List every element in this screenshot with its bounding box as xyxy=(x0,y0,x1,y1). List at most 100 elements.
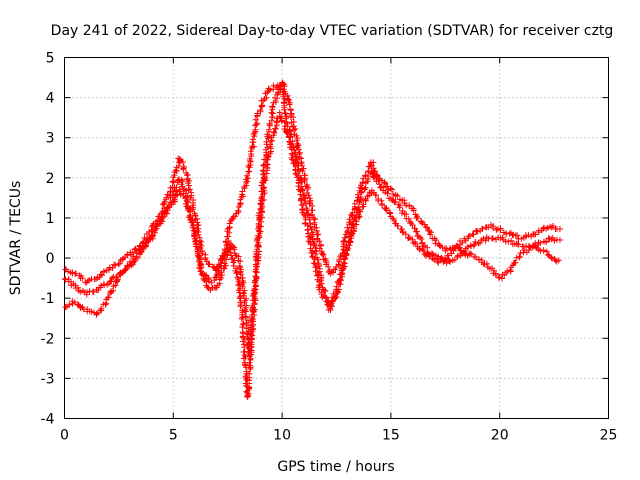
data-point-segment xyxy=(318,248,333,276)
axis-ticks: 0 5 10 15 20 25 -4 -3 -2 -1 0 1 2 3 4 5 xyxy=(41,51,618,444)
data-point-segment xyxy=(83,276,99,286)
data-point-segment xyxy=(235,183,248,214)
data-point-segment xyxy=(485,221,501,233)
data-points xyxy=(62,79,563,400)
data-point-segment xyxy=(443,256,458,267)
data-point-segment xyxy=(213,269,225,291)
data-point-segment xyxy=(300,192,316,236)
y-axis-label: SDTVAR / TECUs xyxy=(8,181,24,296)
data-point-segment xyxy=(517,243,534,257)
data-point-segment xyxy=(148,216,166,238)
data-point-segment xyxy=(301,172,316,214)
y-tick-label: -1 xyxy=(41,291,55,307)
data-point-segment xyxy=(62,275,77,289)
data-point-segment xyxy=(308,231,325,282)
data-point-segment xyxy=(176,156,190,176)
data-point-segment xyxy=(400,229,416,243)
data-point-segment xyxy=(507,253,523,275)
data-point-segment xyxy=(383,183,397,197)
data-point-segment xyxy=(269,81,285,110)
data-point-segment xyxy=(235,253,248,299)
x-axis-label: GPS time / hours xyxy=(277,459,394,475)
data-point-segment xyxy=(497,234,512,245)
data-point-segment xyxy=(384,190,397,204)
data-point-segment xyxy=(116,251,131,267)
data-point-segment xyxy=(308,249,325,296)
y-tick-label: 4 xyxy=(46,91,55,107)
data-point-segment xyxy=(105,261,122,273)
data-point-segment xyxy=(335,229,350,269)
data-point-segment xyxy=(93,281,111,293)
data-point-segment xyxy=(391,198,406,217)
data-point-segment xyxy=(294,174,306,216)
series-track-c xyxy=(62,109,562,400)
data-point-segment xyxy=(159,179,176,215)
data-point-segment xyxy=(485,234,502,243)
data-point-segment xyxy=(309,211,324,252)
data-point-segment xyxy=(226,209,242,231)
data-point-segment xyxy=(426,253,441,265)
data-point-segment xyxy=(158,199,175,222)
data-point-segment xyxy=(176,186,190,204)
data-point-segment xyxy=(496,267,514,282)
data-point-segment xyxy=(382,205,397,223)
data-point-segment xyxy=(127,247,142,266)
y-tick-label: -2 xyxy=(41,331,55,347)
data-point-segment xyxy=(343,221,360,253)
data-point-segment xyxy=(192,212,205,251)
data-point-segment xyxy=(475,234,490,247)
data-point-segment xyxy=(375,177,389,196)
data-point-segment xyxy=(518,232,535,242)
x-tick-label: 20 xyxy=(491,428,509,444)
data-point-segment xyxy=(244,336,255,400)
data-point-segment xyxy=(418,219,433,234)
data-point-segment xyxy=(84,306,100,317)
data-point-segment xyxy=(106,273,120,287)
y-tick-label: 1 xyxy=(46,211,55,227)
data-point-segment xyxy=(541,235,553,246)
data-point-segment xyxy=(327,263,340,277)
y-tick-label: 2 xyxy=(46,171,55,187)
data-point-segment xyxy=(263,104,276,145)
y-tick-label: 3 xyxy=(46,131,55,147)
data-point-segment xyxy=(548,255,562,265)
data-point-segment xyxy=(291,131,307,174)
data-point-segment xyxy=(243,153,255,189)
data-point-segment xyxy=(62,298,76,311)
data-point-segment xyxy=(279,79,292,103)
data-point-segment xyxy=(464,250,479,260)
data-point-segment xyxy=(285,97,299,133)
data-point-segment xyxy=(198,271,212,292)
data-point-segment xyxy=(104,277,121,301)
data-point-segment xyxy=(327,279,341,309)
series-track-b xyxy=(62,79,563,359)
data-point-segment xyxy=(265,82,277,93)
data-point-segment xyxy=(373,173,389,187)
data-point-segment xyxy=(252,102,266,127)
data-point-segment xyxy=(184,171,198,217)
data-point-segment xyxy=(301,211,316,256)
data-point-segment xyxy=(401,211,415,227)
data-point-segment xyxy=(261,141,274,184)
x-tick-label: 10 xyxy=(273,428,291,444)
data-point-segment xyxy=(508,237,522,248)
data-point-segment xyxy=(276,109,292,140)
data-point-segment xyxy=(354,175,367,204)
x-tick-label: 15 xyxy=(382,428,400,444)
data-point-segment xyxy=(462,238,479,252)
plot-frame xyxy=(64,57,609,419)
y-tick-label: -3 xyxy=(41,371,55,387)
data-point-segment xyxy=(137,233,154,255)
data-point-segment xyxy=(344,200,359,234)
data-point-segment xyxy=(247,121,260,157)
data-point-segment xyxy=(409,222,425,242)
data-point-segment xyxy=(475,256,490,268)
data-point-segment xyxy=(248,243,263,343)
data-point-segment xyxy=(254,179,268,249)
data-point-segment xyxy=(427,229,442,247)
data-point-segment xyxy=(453,242,469,258)
x-tick-label: 25 xyxy=(600,428,618,444)
series-track-a xyxy=(62,82,563,313)
data-point-segment xyxy=(530,227,545,238)
